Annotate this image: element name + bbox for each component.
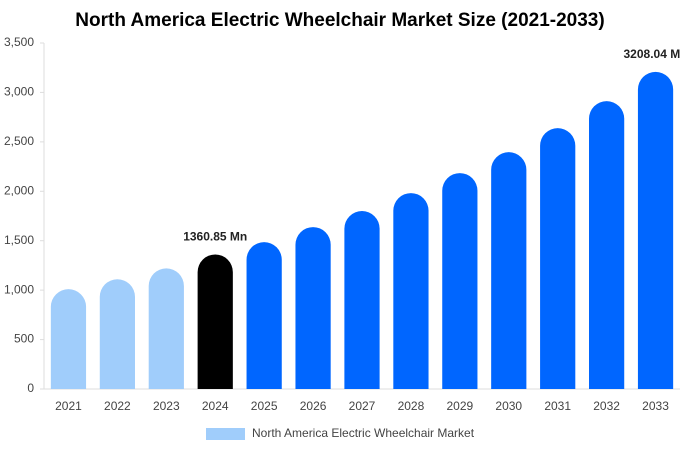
y-tick-label: 1,500 <box>4 233 34 247</box>
legend-label: North America Electric Wheelchair Market <box>252 426 475 440</box>
y-tick-label: 2,500 <box>4 134 34 148</box>
bar <box>540 128 576 389</box>
x-tick-label: 2028 <box>398 399 425 413</box>
x-tick-label: 2027 <box>349 399 376 413</box>
x-tick-label: 2023 <box>153 399 180 413</box>
x-tick-label: 2025 <box>251 399 278 413</box>
x-tick-label: 2021 <box>55 399 82 413</box>
bar <box>99 279 135 389</box>
legend-swatch <box>206 428 245 440</box>
value-label: 1360.85 Mn <box>183 230 247 244</box>
x-tick-label: 2024 <box>202 399 229 413</box>
y-tick-label: 3,000 <box>4 85 34 99</box>
bar <box>197 254 233 389</box>
x-tick-label: 2032 <box>593 399 620 413</box>
chart-title: North America Electric Wheelchair Market… <box>75 10 604 31</box>
x-tick-label: 2022 <box>104 399 131 413</box>
y-tick-label: 3,500 <box>4 35 34 49</box>
bar <box>491 152 527 389</box>
x-tick-label: 2030 <box>495 399 522 413</box>
bar <box>442 173 478 389</box>
bar <box>295 227 331 389</box>
bar <box>148 268 184 389</box>
x-tick-label: 2029 <box>446 399 473 413</box>
y-tick-label: 1,000 <box>4 282 34 296</box>
bar <box>393 193 429 389</box>
bar <box>637 71 674 389</box>
bar <box>246 242 282 389</box>
y-tick-label: 2,000 <box>4 183 34 197</box>
x-tick-label: 2026 <box>300 399 327 413</box>
bar <box>344 211 380 389</box>
bar <box>50 289 87 389</box>
value-label: 3208.04 Mn <box>624 47 680 61</box>
y-tick-label: 500 <box>14 332 34 346</box>
y-tick-label: 0 <box>27 381 34 395</box>
bar <box>589 101 625 389</box>
x-tick-label: 2031 <box>544 399 571 413</box>
x-tick-label: 2033 <box>642 399 669 413</box>
